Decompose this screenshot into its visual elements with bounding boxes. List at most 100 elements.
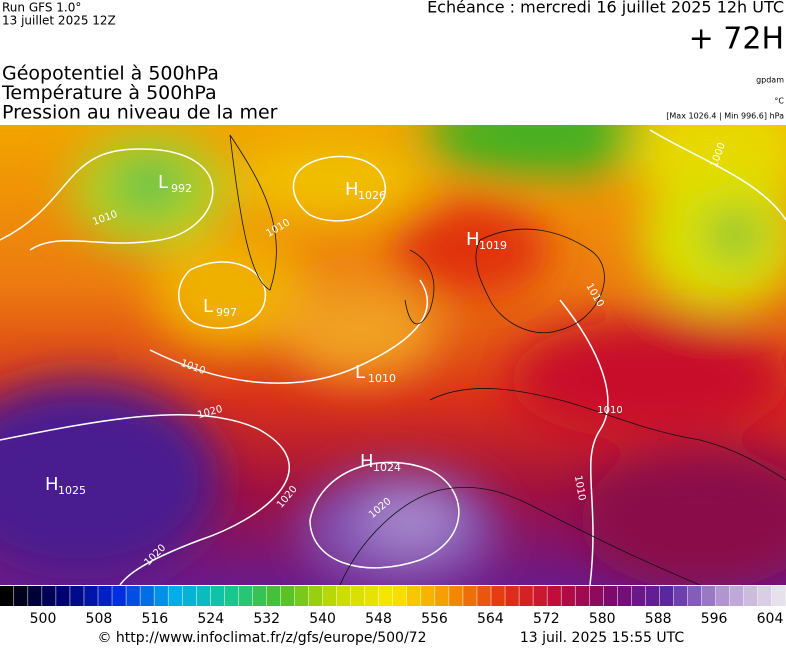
field-title: Géopotentiel à 500hPa [2, 63, 219, 85]
colorbar-swatch [701, 586, 716, 606]
colorbar-swatch [308, 586, 323, 606]
center-value: 997 [216, 306, 237, 319]
colorbar-swatch [631, 586, 646, 606]
colorbar-swatch [126, 586, 140, 606]
colorbar-swatch [168, 586, 182, 606]
colorbar-swatch [322, 586, 337, 606]
colorbar-swatch [757, 586, 772, 606]
colorbar-swatch [589, 586, 604, 606]
colorbar-swatch [14, 586, 28, 606]
center-value: 1019 [479, 239, 507, 252]
colorbar-swatch [393, 586, 407, 606]
colorbar-swatch [0, 586, 14, 606]
lead-time: + 72H [689, 22, 784, 57]
colorbar-swatch [224, 586, 239, 606]
colorbar-swatch [729, 586, 744, 606]
colorbar-swatch [519, 586, 533, 606]
colorbar-swatch [491, 586, 505, 606]
colorbar-swatch [364, 586, 379, 606]
colorbar-swatch [70, 586, 84, 606]
colorbar-swatch [449, 586, 463, 606]
colorbar-swatch [673, 586, 688, 606]
center-letter: H [360, 451, 374, 472]
colorbar-swatch [617, 586, 632, 606]
center-letter: H [345, 179, 359, 200]
colorbar-swatch [56, 586, 70, 606]
colorbar-swatch [210, 586, 225, 606]
colorbar-label: 572 [533, 611, 560, 627]
colorbar-label: 508 [86, 611, 113, 627]
colorbar-swatch [575, 586, 589, 606]
colorbar-label: 540 [309, 611, 336, 627]
colorbar-swatch [336, 586, 351, 606]
colorbar-swatch [280, 586, 295, 606]
unit-label: gpdam [756, 76, 784, 85]
map-field [0, 125, 786, 585]
colorbar-label: 564 [477, 611, 504, 627]
colorbar-swatch [743, 586, 758, 606]
center-value: 1024 [373, 461, 401, 474]
colorbar-swatch [603, 586, 618, 606]
center-letter: L [203, 296, 213, 317]
colorbar-swatch [350, 586, 365, 606]
colorbar-swatch [238, 586, 253, 606]
colorbar-swatch [266, 586, 281, 606]
coastlines [229, 134, 786, 585]
colorbar-label: 548 [365, 611, 392, 627]
colorbar-swatch [561, 586, 575, 606]
isobars [0, 129, 786, 585]
colorbar-swatch [505, 586, 519, 606]
colorbar-swatch [533, 586, 547, 606]
footer-timestamp: 13 juil. 2025 15:55 UTC [520, 630, 685, 646]
center-value: 1026 [358, 189, 386, 202]
colorbar-swatch [196, 586, 211, 606]
footer-url: © http://www.infoclimat.fr/z/gfs/europe/… [97, 630, 426, 646]
run-label: Run GFS 1.0° [2, 1, 81, 15]
isobar-label: 1010 [572, 475, 587, 502]
colorbar-swatch [140, 586, 154, 606]
field-title: Pression au niveau de la mer [2, 102, 278, 124]
field-title: Température à 500hPa [1, 82, 217, 104]
colorbar-swatch [182, 586, 196, 606]
colorbar-label: 556 [421, 611, 448, 627]
center-letter: L [355, 362, 365, 383]
center-letter: H [45, 474, 59, 495]
colorbar-label: 516 [141, 611, 168, 627]
colorbar-swatch [547, 586, 561, 606]
colorbar-label: 532 [253, 611, 280, 627]
colorbar-label: 524 [197, 611, 224, 627]
colorbar-swatch [112, 586, 126, 606]
colorbar-swatch [294, 586, 309, 606]
run-date: 13 juillet 2025 12Z [2, 14, 116, 28]
center-letter: H [466, 229, 480, 250]
colorbar-swatch [421, 586, 435, 606]
center-value: 992 [171, 182, 192, 195]
colorbar-swatch [98, 586, 112, 606]
colorbar-swatch [407, 586, 421, 606]
colorbar-label: 500 [30, 611, 57, 627]
colorbar-swatch [84, 586, 98, 606]
center-letter: L [158, 172, 168, 193]
colorbar-swatch [771, 586, 786, 606]
colorbar-swatch [42, 586, 56, 606]
colorbar-label: 596 [701, 611, 728, 627]
center-value: 1025 [58, 484, 86, 497]
colorbar-swatch [154, 586, 168, 606]
colorbar-swatch [687, 586, 702, 606]
isobar-label: 1010 [597, 405, 622, 416]
colorbar-swatch [659, 586, 674, 606]
colorbar-swatch [252, 586, 267, 606]
colorbar-swatch [463, 586, 477, 606]
colorbar-label: 588 [645, 611, 672, 627]
colorbar-swatch [28, 586, 42, 606]
colorbar-swatch [715, 586, 730, 606]
unit-label: [Max 1026.4 | Min 996.6] hPa [666, 112, 784, 121]
colorbar-swatch [477, 586, 491, 606]
forecast-label: Echéance : mercredi 16 juillet 2025 12h … [427, 0, 784, 17]
colorbar-label: 604 [757, 611, 784, 627]
colorbar-swatch [435, 586, 449, 606]
colorbar-swatch [645, 586, 660, 606]
colorbar-swatch [378, 586, 393, 606]
colorbar-label: 580 [589, 611, 616, 627]
